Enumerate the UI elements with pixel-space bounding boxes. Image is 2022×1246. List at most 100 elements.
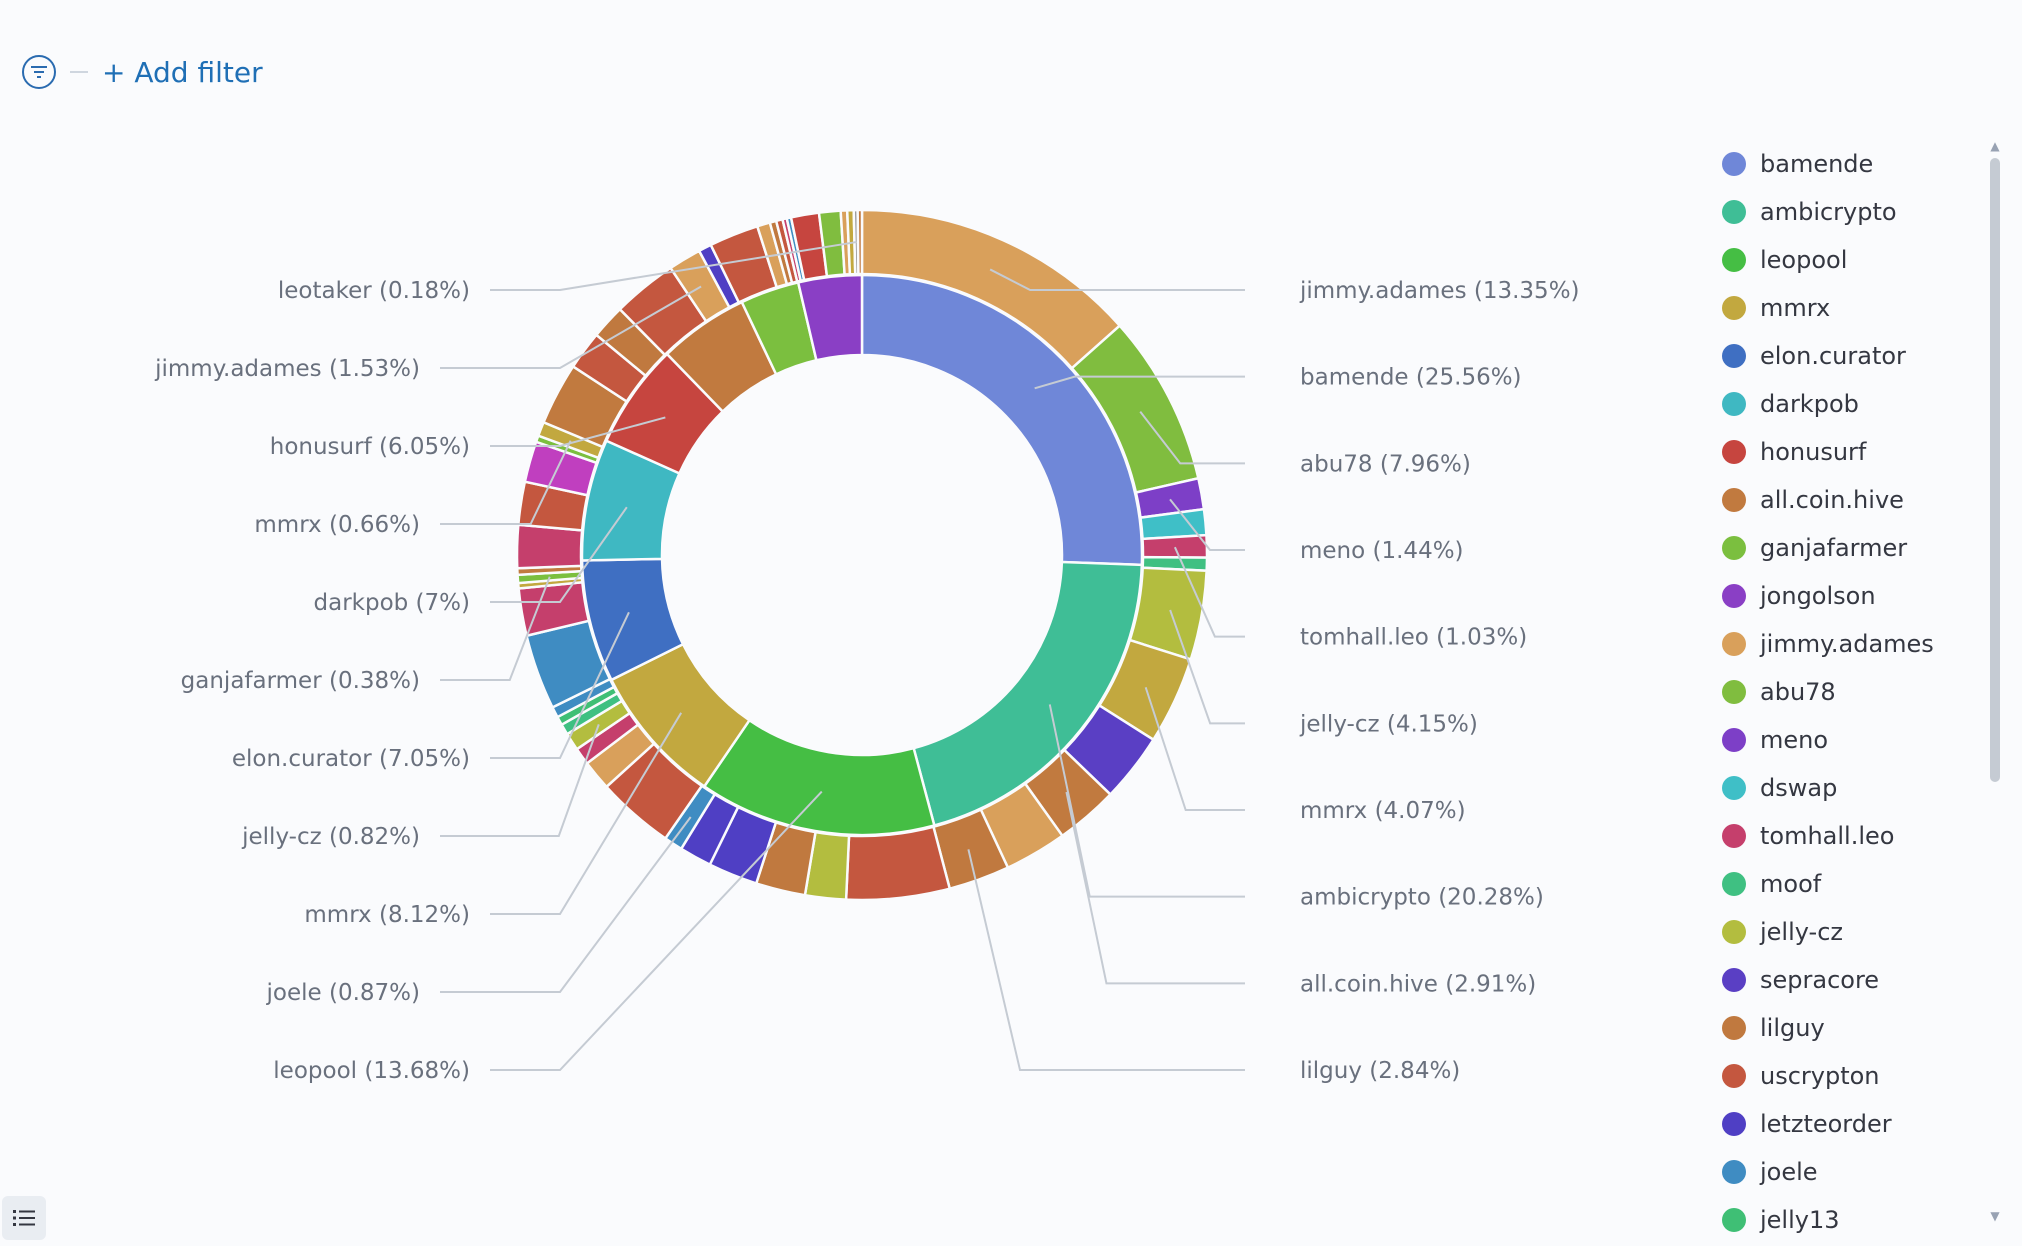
outer-slice-uscrypton[interactable] [844,825,952,902]
label-leader-line [490,241,857,291]
label-leader-line [490,790,823,1071]
slice-label: jelly-cz (4.15%) [1299,711,1478,737]
legend-item-label: mmrx [1760,294,1831,322]
scroll-down-icon[interactable]: ▼ [1990,1209,2000,1223]
legend-color-dot [1722,488,1746,512]
legend-item-label: meno [1760,726,1829,754]
legend-color-dot [1722,152,1746,176]
legend-color-dot [1722,776,1746,800]
filter-icon[interactable] [22,55,56,89]
slice-label: bamende (25.56%) [1300,365,1522,391]
legend-item-label: abu78 [1760,678,1836,706]
legend-item-label: uscrypton [1760,1062,1880,1090]
legend-color-dot [1722,1016,1746,1040]
legend-scrollbar-thumb[interactable] [1990,158,2000,782]
label-leader-line [1169,609,1245,725]
legend-item-label: letzteorder [1760,1110,1892,1138]
slice-label: ganjafarmer (0.38%) [181,668,420,694]
label-leader-line [440,816,692,993]
legend-color-dot [1722,632,1746,656]
legend-item-label: darkpob [1760,390,1859,418]
legend-item[interactable]: abu78 [1718,668,1978,716]
slice-label: mmrx (4.07%) [1300,798,1466,824]
label-leader-line [1034,375,1245,390]
legend-item-label: joele [1760,1158,1818,1186]
add-filter-button[interactable]: + Add filter [102,55,263,89]
legend-item[interactable]: moof [1718,860,1978,908]
legend-color-dot [1722,536,1746,560]
slice-label: abu78 (7.96%) [1300,451,1471,477]
label-leader-line [1173,546,1245,638]
label-leader-line [440,576,551,681]
legend-item[interactable]: lilguy [1718,1004,1978,1052]
outer-slice-tomhall-leo[interactable] [515,523,584,570]
legend-color-dot [1722,440,1746,464]
legend-item[interactable]: uscrypton [1718,1052,1978,1100]
legend-item-label: dswap [1760,774,1838,802]
slice-label: joele (0.87%) [266,980,420,1006]
legend-color-dot [1722,296,1746,320]
legend-item-label: ambicrypto [1760,198,1897,226]
legend-item-label: elon.curator [1760,342,1906,370]
legend-item-label: jelly13 [1760,1206,1840,1234]
legend-item[interactable]: ganjafarmer [1718,524,1978,572]
legend-color-dot [1722,344,1746,368]
slice-label: leotaker (0.18%) [278,278,470,304]
legend-item[interactable]: joele [1718,1148,1978,1196]
legend-toggle-button[interactable] [2,1196,46,1240]
legend-color-dot [1722,968,1746,992]
outer-slice-tomhall-leo[interactable] [1141,533,1209,559]
slice-label: mmrx (0.66%) [254,512,420,538]
legend-item[interactable]: dswap [1718,764,1978,812]
legend-item-label: lilguy [1760,1014,1825,1042]
slice-label: darkpob (7%) [314,590,471,616]
label-leader-line [967,849,1245,1071]
legend-item[interactable]: mmrx [1718,284,1978,332]
label-leader-line [490,611,630,759]
legend-item[interactable]: tomhall.leo [1718,812,1978,860]
legend-color-dot [1722,1160,1746,1184]
legend-item-label: bamende [1760,150,1874,178]
legend-color-dot [1722,1112,1746,1136]
legend-item[interactable]: bamende [1718,140,1978,188]
slice-label: jelly-cz (0.82%) [241,824,420,850]
legend-color-dot [1722,680,1746,704]
legend-item-label: tomhall.leo [1760,822,1895,850]
legend-item-label: jelly-cz [1760,918,1844,946]
donut-chart: jimmy.adames (13.35%) bamende (25.56%) abu… [154,208,1580,1084]
legend-item-label: all.coin.hive [1760,486,1904,514]
label-leader-line [1169,498,1245,551]
label-leader-line [1048,704,1245,898]
legend-color-dot [1722,584,1746,608]
legend-color-dot [1722,1064,1746,1088]
legend-color-dot [1722,392,1746,416]
legend-item[interactable]: ambicrypto [1718,188,1978,236]
legend-item[interactable]: meno [1718,716,1978,764]
slice-label: ambicrypto (20.28%) [1300,885,1544,911]
slice-label: elon.curator (7.05%) [232,746,470,772]
legend-item[interactable]: leopool [1718,236,1978,284]
legend-item[interactable]: elon.curator [1718,332,1978,380]
legend-item-label: moof [1760,870,1822,898]
legend-color-dot [1722,824,1746,848]
legend-item[interactable]: jimmy.adames [1718,620,1978,668]
slice-label: meno (1.44%) [1300,538,1464,564]
legend-item[interactable]: jelly-cz [1718,908,1978,956]
legend-item-label: ganjafarmer [1760,534,1908,562]
legend-item[interactable]: letzteorder [1718,1100,1978,1148]
slice-label: honusurf (6.05%) [270,434,470,460]
legend-item[interactable]: jongolson [1718,572,1978,620]
legend-item[interactable]: all.coin.hive [1718,476,1978,524]
label-leader-line [1144,686,1245,811]
legend-item[interactable]: jelly13 [1718,1196,1978,1240]
legend-color-dot [1722,872,1746,896]
legend-item[interactable]: sepracore [1718,956,1978,1004]
legend-item-label: honusurf [1760,438,1867,466]
outer-slice-all-coin-hive[interactable] [856,208,864,276]
label-leader-line [1139,411,1245,465]
filter-bar: + Add filter [22,52,263,92]
scroll-up-icon[interactable]: ▲ [1990,139,2000,153]
legend-item[interactable]: darkpob [1718,380,1978,428]
legend-item[interactable]: honusurf [1718,428,1978,476]
filter-separator [70,71,88,73]
